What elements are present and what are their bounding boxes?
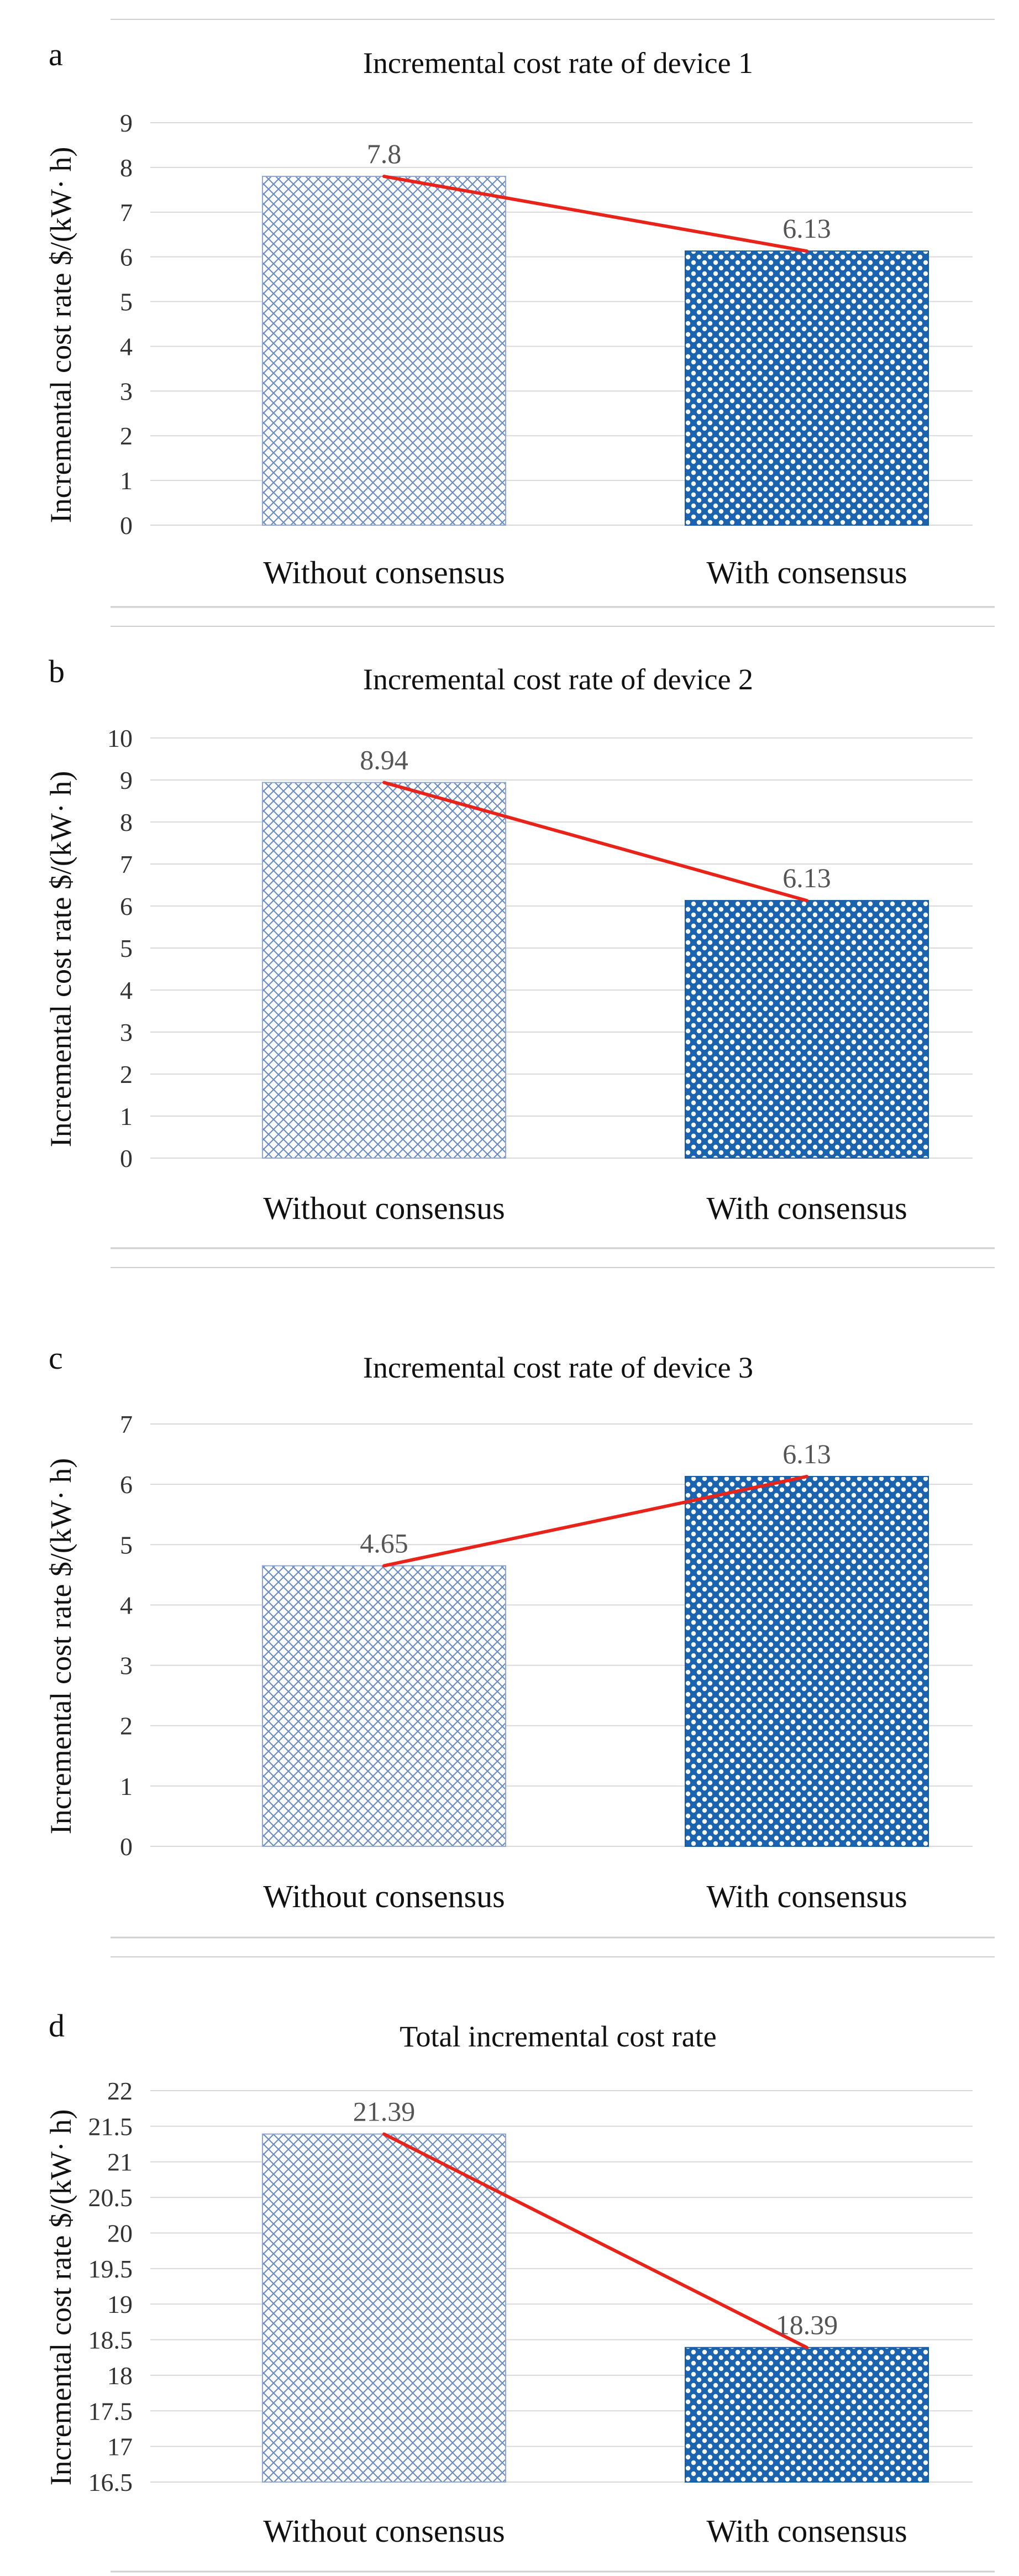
bar-without-consensus (262, 176, 506, 525)
y-tick-label: 19 (107, 2290, 133, 2318)
y-axis-label: Incremental cost rate $/(kW· h) (44, 2109, 77, 2486)
x-category-label: With consensus (706, 1190, 907, 1226)
y-tick-label: 22 (107, 2077, 133, 2105)
data-label: 21.39 (353, 2096, 416, 2127)
y-tick-label: 8 (120, 154, 133, 182)
x-category-label: Without consensus (263, 554, 505, 590)
y-tick-label: 10 (107, 724, 133, 752)
y-tick-label: 3 (120, 1652, 133, 1680)
y-tick-label: 18.5 (88, 2326, 133, 2354)
figure-canvas: 0 1 2 3 4 5 6 7 8 9 7.8 6.13 Without consensus With c… (0, 0, 1019, 2576)
y-tick-label: 6 (120, 892, 133, 920)
chart-panel-c: 0 1 2 3 4 5 6 7 4.65 6.13 Without consensus With co… (44, 1268, 995, 1938)
panel-letter: b (49, 653, 65, 689)
y-tick-label: 2 (120, 1060, 133, 1088)
y-tick-label: 1 (120, 1102, 133, 1130)
y-tick-labels: 0 1 2 3 4 5 6 7 (120, 1410, 133, 1861)
y-tick-label: 2 (120, 422, 133, 450)
y-axis-label: Incremental cost rate $/(kW· h) (44, 147, 77, 523)
y-tick-label: 9 (120, 766, 133, 794)
y-tick-label: 6 (120, 1470, 133, 1499)
y-tick-label: 21.5 (88, 2112, 133, 2140)
y-tick-label: 20 (107, 2219, 133, 2247)
data-label: 6.13 (782, 1438, 831, 1469)
data-label: 6.13 (782, 213, 831, 244)
data-label: 18.39 (776, 2310, 838, 2341)
y-tick-label: 18 (107, 2362, 133, 2390)
x-category-label: Without consensus (263, 1190, 505, 1226)
chart-panel-a: 0 1 2 3 4 5 6 7 8 9 7.8 6.13 Without consensus With c… (44, 19, 995, 607)
data-label: 6.13 (782, 862, 831, 893)
y-axis-label: Incremental cost rate $/(kW· h) (44, 1458, 77, 1835)
y-tick-label: 17 (107, 2433, 133, 2461)
y-tick-label: 5 (120, 1531, 133, 1559)
y-tick-label: 16.5 (88, 2468, 133, 2496)
x-category-label: With consensus (706, 2513, 907, 2549)
x-category-labels: Without consensus With consensus (263, 554, 907, 590)
y-tick-label: 7 (120, 198, 133, 227)
bar-with-consensus (685, 251, 928, 525)
y-tick-label: 5 (120, 934, 133, 962)
y-tick-label: 7 (120, 1410, 133, 1438)
bars (262, 2134, 928, 2482)
y-axis-label: Incremental cost rate $/(kW· h) (44, 771, 77, 1148)
y-tick-label: 3 (120, 1018, 133, 1046)
bar-with-consensus (685, 900, 928, 1158)
x-category-labels: Without consensus With consensus (263, 2513, 907, 2549)
y-tick-label: 6 (120, 243, 133, 271)
x-category-label: Without consensus (263, 2513, 505, 2549)
panel-letter: a (49, 36, 63, 72)
bar-with-consensus (685, 2348, 928, 2482)
y-tick-label: 4 (120, 1591, 133, 1619)
chart-title: Total incremental cost rate (400, 2020, 716, 2053)
bars (262, 783, 928, 1158)
y-tick-label: 4 (120, 332, 133, 360)
x-category-label: With consensus (706, 554, 907, 590)
bar-with-consensus (685, 1477, 928, 1846)
y-tick-label: 0 (120, 511, 133, 540)
panel-letter: c (49, 1340, 63, 1376)
y-tick-label: 9 (120, 109, 133, 137)
chart-title: Incremental cost rate of device 2 (363, 663, 753, 696)
data-label: 4.65 (360, 1527, 408, 1558)
y-tick-label: 5 (120, 288, 133, 316)
chart-title: Incremental cost rate of device 1 (363, 46, 753, 80)
chart-panel-d: 16.5 17 17.5 18 18.5 19 19.5 20 20.5 21 21.5 22 21.3… (44, 1957, 995, 2572)
y-tick-labels: 16.5 17 17.5 18 18.5 19 19.5 20 20.5 21 21.5 22 (88, 2077, 133, 2496)
bar-without-consensus (262, 2134, 506, 2482)
y-tick-label: 19.5 (88, 2255, 133, 2283)
x-category-labels: Without consensus With consensus (263, 1190, 907, 1226)
chart-title: Incremental cost rate of device 3 (363, 1351, 753, 1384)
y-tick-label: 7 (120, 850, 133, 878)
data-label: 8.94 (360, 745, 408, 776)
y-tick-label: 4 (120, 976, 133, 1004)
y-tick-label: 8 (120, 808, 133, 836)
panel-letter: d (49, 2008, 65, 2044)
y-tick-label: 1 (120, 467, 133, 495)
bar-without-consensus (262, 1566, 506, 1846)
y-tick-label: 20.5 (88, 2184, 133, 2212)
y-tick-label: 2 (120, 1712, 133, 1740)
y-tick-label: 0 (120, 1832, 133, 1861)
bar-without-consensus (262, 783, 506, 1158)
y-tick-labels: 0 1 2 3 4 5 6 7 8 9 10 (107, 724, 133, 1172)
y-tick-label: 1 (120, 1772, 133, 1800)
y-tick-label: 3 (120, 377, 133, 405)
x-category-labels: Without consensus With consensus (263, 1878, 907, 1914)
y-tick-label: 17.5 (88, 2397, 133, 2425)
data-label: 7.8 (367, 138, 402, 169)
x-category-label: Without consensus (263, 1878, 505, 1914)
y-tick-label: 0 (120, 1144, 133, 1172)
x-category-label: With consensus (706, 1878, 907, 1914)
y-tick-labels: 0 1 2 3 4 5 6 7 8 9 (120, 109, 133, 540)
y-tick-label: 21 (107, 2148, 133, 2176)
